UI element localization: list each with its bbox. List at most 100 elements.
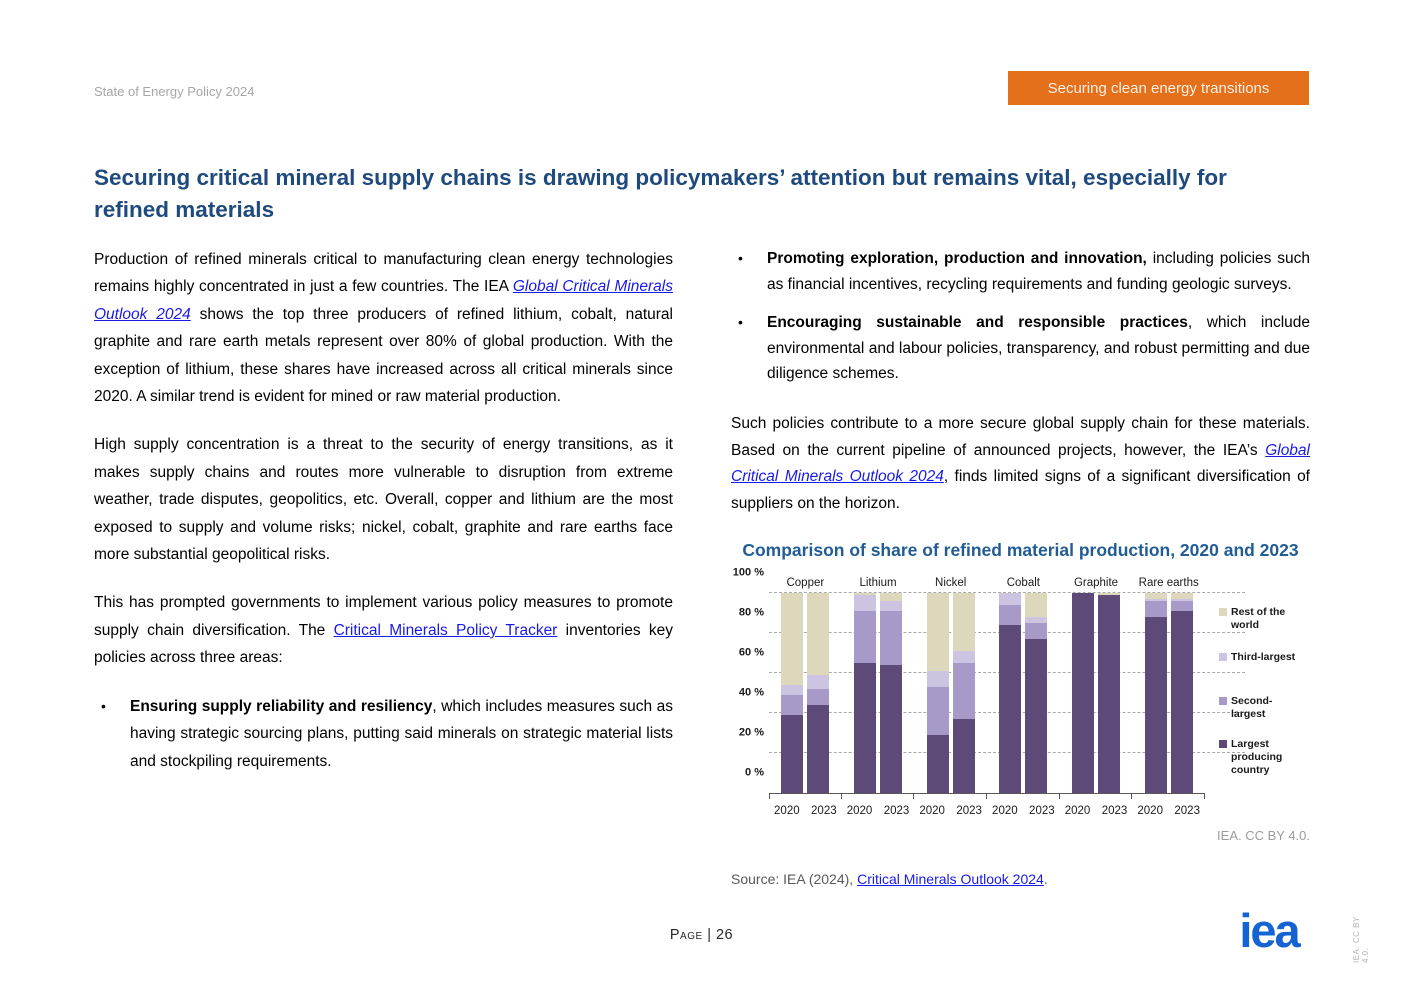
chart-y-tick-label: 60 % bbox=[738, 646, 764, 659]
bar-segment bbox=[880, 601, 902, 612]
chart-legend: Rest of the world Third-largest Second-lar… bbox=[1205, 594, 1310, 794]
paragraph-text: This has prompted governments to impleme… bbox=[94, 594, 673, 639]
chart-y-axis: 100 % 80 % 60 % 40 % 20 % 0 % bbox=[731, 566, 769, 794]
link-global-critical-minerals-outlook[interactable]: Global Critical Minerals Outlook 2024 bbox=[94, 278, 673, 323]
bullet-supply-reliability: • Ensuring supply reliability and resili… bbox=[94, 693, 673, 775]
stacked-bar-rare-earths-2023 bbox=[1170, 593, 1193, 794]
paragraph-text: inventories key policies across three ar… bbox=[94, 621, 673, 667]
bar-segment bbox=[807, 689, 830, 706]
chart-group-nickel: Nickel 2020 2023 bbox=[914, 577, 987, 817]
bullet-rest: including policies such as financial inc… bbox=[767, 250, 1310, 293]
bar-segment bbox=[1144, 601, 1167, 618]
legend-swatch-icon bbox=[1219, 653, 1227, 662]
legend-label: Third-largest bbox=[1231, 651, 1296, 664]
stacked-bar-nickel-2023 bbox=[952, 593, 975, 794]
bar-segment bbox=[1098, 595, 1121, 794]
left-column: Production of refined minerals critical … bbox=[94, 246, 673, 775]
chart-bars-row bbox=[842, 593, 915, 794]
stacked-bar-chart: 100 % 80 % 60 % 40 % 20 % 0 % Copper 2020 2023 L… bbox=[731, 566, 1310, 817]
bar-segment bbox=[781, 695, 804, 716]
chart-group-lithium: Lithium 2020 2023 bbox=[842, 577, 915, 817]
bullet-rest: , which includes measures such as having… bbox=[130, 697, 673, 770]
chart-bars-row bbox=[987, 593, 1060, 794]
paragraph-text: Production of refined minerals critical … bbox=[94, 251, 673, 296]
stacked-bar-graphite-2023 bbox=[1098, 593, 1121, 794]
chart-y-tick-label: 20 % bbox=[738, 726, 764, 739]
bullet-promoting-exploration: • Promoting exploration, production and … bbox=[731, 246, 1310, 297]
chart-y-tick-label: 80 % bbox=[738, 606, 764, 619]
chart-bars-row bbox=[914, 593, 987, 794]
bar-segment bbox=[1144, 599, 1167, 602]
chart-x-tick-label: 2020 bbox=[992, 805, 1018, 818]
bullet-lead: Ensuring supply reliability and resilien… bbox=[130, 697, 433, 715]
chart-x-tick-label: 2020 bbox=[774, 805, 800, 818]
legend-swatch-icon bbox=[1219, 697, 1227, 706]
bar-segment bbox=[854, 593, 876, 596]
link-critical-minerals-outlook-source[interactable]: Critical Minerals Outlook 2024 bbox=[857, 870, 1044, 887]
bar-segment bbox=[952, 719, 975, 794]
chart-block: Comparison of share of refined material … bbox=[731, 538, 1310, 849]
chart-x-tick-label: 2023 bbox=[956, 805, 982, 818]
paragraph-text: , finds limited signs of a significant d… bbox=[731, 468, 1310, 512]
chart-x-tick-label: 2023 bbox=[1101, 805, 1128, 818]
paragraph-text: shows the top three producers of refined… bbox=[94, 305, 673, 406]
bullet-lead: Encouraging sustainable and responsible … bbox=[767, 314, 1188, 332]
chart-x-tick-label: 2020 bbox=[919, 805, 945, 818]
bar-segment bbox=[1025, 639, 1048, 794]
bullet-text: Ensuring supply reliability and resilien… bbox=[130, 693, 673, 775]
link-critical-minerals-policy-tracker[interactable]: Critical Minerals Policy Tracker bbox=[333, 621, 558, 639]
chart-y-tick-label: 100 % bbox=[732, 566, 764, 579]
chart-bars-row bbox=[1132, 593, 1205, 794]
bar-segment bbox=[807, 593, 830, 676]
chart-x-tick-label: 2020 bbox=[1137, 805, 1163, 818]
page-title: Securing critical mineral supply chains … bbox=[94, 165, 1227, 222]
chart-x-tick-labels: 2020 2023 bbox=[1060, 798, 1133, 825]
bullet-icon: • bbox=[738, 314, 743, 331]
bar-segment bbox=[926, 735, 949, 794]
bar-segment bbox=[1170, 601, 1193, 612]
chart-group-label: Copper bbox=[786, 577, 825, 590]
bullet-rest: , which include environmental and labour… bbox=[767, 314, 1310, 383]
bar-segment bbox=[1072, 593, 1095, 794]
bar-segment bbox=[926, 671, 949, 688]
chart-y-tick-label: 0 % bbox=[745, 766, 764, 779]
bullet-text: Encouraging sustainable and responsible … bbox=[767, 310, 1310, 387]
chart-group-graphite: Graphite 2020 2023 bbox=[1060, 577, 1133, 817]
report-header-label: State of Energy Policy 2024 bbox=[94, 84, 255, 99]
bar-segment bbox=[999, 593, 1022, 606]
bullet-lead: Promoting exploration, production and in… bbox=[767, 250, 1147, 267]
stacked-bar-rare-earths-2020 bbox=[1144, 593, 1167, 794]
bar-segment bbox=[952, 651, 975, 664]
chart-group-copper: Copper 2020 2023 bbox=[769, 577, 842, 817]
link-global-critical-minerals-outlook-2[interactable]: Global Critical Minerals Outlook 2024 bbox=[731, 441, 1310, 486]
legend-label: Rest of the world bbox=[1231, 606, 1286, 632]
paragraph-production: Production of refined minerals critical … bbox=[94, 246, 673, 410]
bar-segment bbox=[926, 593, 949, 672]
chart-x-tick-labels: 2020 2023 bbox=[842, 798, 915, 825]
iea-logo: iea bbox=[1239, 904, 1300, 957]
bar-segment bbox=[1025, 593, 1048, 618]
legend-item-second-largest: Second-largest bbox=[1219, 695, 1303, 721]
bullet-icon: • bbox=[101, 697, 106, 714]
bar-segment bbox=[854, 663, 876, 794]
bar-segment bbox=[952, 663, 975, 720]
bar-segment bbox=[1170, 599, 1193, 602]
bar-segment bbox=[1144, 617, 1167, 794]
bar-segment bbox=[999, 625, 1022, 794]
chart-gridline bbox=[769, 592, 1245, 594]
page-number: Page | 26 bbox=[669, 927, 734, 943]
section-badge: Securing clean energy transitions bbox=[1008, 71, 1309, 105]
chart-x-tick-label: 2023 bbox=[811, 805, 837, 818]
chart-group-cobalt: Cobalt 2020 2023 bbox=[987, 577, 1060, 817]
chart-group-label: Lithium bbox=[859, 577, 897, 590]
legend-item-third-largest: Third-largest bbox=[1219, 651, 1303, 664]
stacked-bar-copper-2020 bbox=[781, 593, 804, 794]
paragraph-policy-measures: This has prompted governments to impleme… bbox=[94, 589, 673, 671]
chart-x-tick-label: 2020 bbox=[1064, 805, 1091, 818]
stacked-bar-lithium-2020 bbox=[854, 593, 876, 794]
bullet-text: Promoting exploration, production and in… bbox=[767, 246, 1310, 297]
chart-x-tick-label: 2023 bbox=[1174, 805, 1200, 818]
chart-bars-row bbox=[1060, 593, 1133, 794]
chart-x-tick-label: 2020 bbox=[846, 805, 873, 818]
bar-segment bbox=[880, 593, 902, 602]
